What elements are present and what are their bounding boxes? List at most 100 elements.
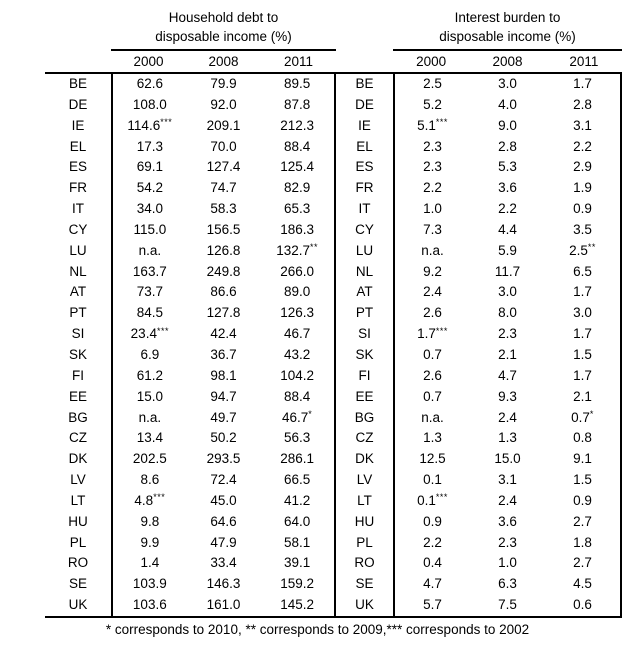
- table-cell-interest-burden: 2.3: [423, 138, 442, 154]
- table-cell-household-debt: 126.3: [280, 305, 315, 321]
- table-cell-interest-burden: 2.3: [498, 534, 517, 550]
- table-row: NL 163.7 249.8 266.0 NL 9.2 11.7 6.5: [45, 261, 622, 283]
- data-box-interest-burden: 2.6 4.7 1.7: [393, 365, 622, 387]
- table-row: DE 108.0 92.0 87.8 DE 5.2 4.0 2.8: [45, 94, 622, 116]
- table-cell-interest-burden: 6.5: [573, 263, 592, 279]
- table-row: AT 73.7 86.6 89.0 AT 2.4 3.0 1.7: [45, 282, 622, 304]
- table-cell-household-debt: 17.3: [136, 138, 163, 154]
- group-titles-row: Household debt to disposable income (%) …: [45, 8, 622, 51]
- footnote-marker: **: [310, 242, 319, 253]
- row-country-label: CY: [355, 221, 374, 237]
- row-country-label: BE: [68, 76, 87, 91]
- footnote-marker: **: [587, 242, 596, 253]
- row-country-label: SI: [358, 326, 371, 342]
- row-country-label: PL: [356, 534, 373, 550]
- group-title-household-debt: Household debt to disposable income (%): [111, 8, 336, 51]
- table-cell-household-debt: 56.3: [284, 430, 311, 446]
- table-cell-interest-burden: 0.6: [573, 597, 592, 613]
- table-cell-interest-burden: 2.6: [423, 367, 442, 383]
- row-country-label: BE: [355, 76, 374, 91]
- data-box-interest-burden: 5.2 4.0 2.8: [393, 94, 622, 116]
- row-country-label: SE: [68, 576, 87, 592]
- table-cell-interest-burden: 3.1: [498, 472, 517, 488]
- table-cell-household-debt: 61.2: [136, 367, 163, 383]
- table-row: LU n.a. 126.8 132.7** LU n.a. 5.9 2.5**: [45, 240, 622, 262]
- group-title-interest-burden: Interest burden to disposable income (%): [393, 8, 622, 51]
- data-box-interest-burden: 5.7 7.5 0.6: [393, 595, 622, 616]
- row-country-label: PT: [355, 305, 374, 321]
- table-cell-interest-burden: 2.6: [423, 305, 442, 321]
- table-cell-household-debt: 94.7: [210, 388, 237, 404]
- table-cell-household-debt: 64.0: [284, 513, 311, 529]
- table-row: EE 15.0 94.7 88.4 EE 0.7 9.3 2.1: [45, 386, 622, 408]
- year-header: 2000: [416, 54, 447, 69]
- table-cell-interest-burden: 3.1: [573, 117, 592, 133]
- table-cell-household-debt: 64.6: [210, 513, 237, 529]
- table-cell-household-debt: 88.4: [284, 138, 311, 154]
- spacer: [45, 52, 111, 72]
- table-row: UK 103.6 161.0 145.2 UK 5.7 7.5 0.6: [45, 595, 622, 616]
- data-box-interest-burden: 2.2 2.3 1.8: [393, 532, 622, 554]
- table-cell-interest-burden: 0.1: [423, 472, 442, 488]
- row-country-label: BG: [354, 409, 375, 425]
- table-cell-interest-burden: 4.4: [498, 221, 517, 237]
- data-box-interest-burden: 2.3 5.3 2.9: [393, 157, 622, 179]
- table-cell-household-debt: 39.1: [284, 555, 311, 571]
- row-country-label: ES: [68, 159, 87, 175]
- data-box-interest-burden: 0.7 9.3 2.1: [393, 386, 622, 408]
- data-box-interest-burden: 1.0 2.2 0.9: [393, 199, 622, 220]
- row-country-label: EL: [356, 138, 373, 154]
- data-box-household-debt: 103.6 161.0 145.2: [111, 595, 336, 616]
- table-cell-interest-burden: 1.7: [573, 284, 592, 300]
- row-country-label: ES: [355, 159, 374, 175]
- data-box-household-debt: 34.0 58.3 65.3: [111, 199, 336, 220]
- table-cell-interest-burden: 2.5**: [569, 242, 596, 258]
- table-cell-household-debt: 62.6: [136, 76, 163, 91]
- table-cell-interest-burden: 4.7: [498, 367, 517, 383]
- table-cell-household-debt: 98.1: [210, 367, 237, 383]
- table-cell-interest-burden: 2.4: [498, 409, 517, 425]
- table-cell-interest-burden: 2.3: [498, 326, 517, 342]
- data-box-interest-burden: 2.5 3.0 1.7: [393, 74, 622, 95]
- table-row: HU 9.8 64.6 64.0 HU 0.9 3.6 2.7: [45, 511, 622, 533]
- table-cell-household-debt: 82.9: [284, 180, 311, 196]
- table-cell-interest-burden: 11.7: [494, 263, 521, 279]
- table-cell-interest-burden: 1.7: [573, 326, 592, 342]
- table-cell-household-debt: 89.0: [284, 284, 311, 300]
- table-cell-interest-burden: 7.3: [423, 221, 442, 237]
- row-country-label: LV: [70, 472, 86, 488]
- row-country-label: IT: [72, 201, 84, 217]
- table-row: LV 8.6 72.4 66.5 LV 0.1 3.1 1.5: [45, 470, 622, 491]
- table-cell-interest-burden: 2.8: [498, 138, 517, 154]
- table-cell-household-debt: 87.8: [284, 96, 311, 112]
- data-box-interest-burden: 2.6 8.0 3.0: [393, 303, 622, 325]
- table-cell-interest-burden: 3.6: [498, 513, 517, 529]
- year-header: 2011: [283, 54, 314, 69]
- year-header: 2000: [133, 54, 164, 69]
- table-cell-household-debt: 74.7: [210, 180, 237, 196]
- group-title-line: Household debt to: [168, 10, 279, 25]
- table-cell-household-debt: 249.8: [206, 263, 241, 279]
- data-box-household-debt: 15.0 94.7 88.4: [111, 386, 336, 408]
- row-country-label: BG: [68, 409, 88, 425]
- table-cell-interest-burden: 0.7: [423, 388, 442, 404]
- year-headers-household: 2000 2008 2011: [111, 52, 336, 72]
- table-cell-household-debt: 84.5: [136, 305, 163, 321]
- data-box-household-debt: 9.8 64.6 64.0: [111, 511, 336, 533]
- table-row: PT 84.5 127.8 126.3 PT 2.6 8.0 3.0: [45, 303, 622, 325]
- table-cell-interest-burden: 4.5: [573, 576, 592, 592]
- footnote-marker: *: [589, 409, 594, 419]
- data-box-household-debt: 103.9 146.3 159.2: [111, 574, 336, 596]
- table-cell-interest-burden: 9.3: [498, 388, 517, 404]
- table-cell-interest-burden: 1.8: [573, 534, 592, 550]
- table-cell-household-debt: 156.5: [206, 221, 241, 237]
- table-cell-household-debt: 115.0: [133, 221, 167, 237]
- table-cell-interest-burden: 1.3: [498, 430, 517, 446]
- table-cell-household-debt: 13.4: [136, 430, 163, 446]
- table-row: CZ 13.4 50.2 56.3 CZ 1.3 1.3 0.8: [45, 428, 622, 450]
- row-country-label: EE: [355, 388, 374, 404]
- data-box-household-debt: 163.7 249.8 266.0: [111, 261, 336, 283]
- table-cell-household-debt: 212.3: [280, 117, 315, 133]
- table-cell-interest-burden: 5.9: [498, 242, 517, 258]
- data-box-interest-burden: 1.3 1.3 0.8: [393, 428, 622, 450]
